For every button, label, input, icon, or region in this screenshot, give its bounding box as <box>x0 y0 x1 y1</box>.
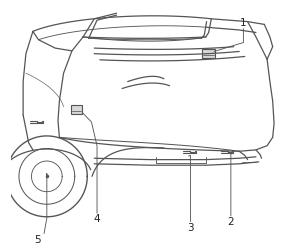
Text: 2: 2 <box>227 217 234 227</box>
Bar <box>70 105 82 114</box>
Text: 4: 4 <box>94 214 100 224</box>
Text: 1: 1 <box>240 18 247 28</box>
Bar <box>202 49 215 58</box>
Text: 3: 3 <box>187 223 194 233</box>
Text: 5: 5 <box>34 235 40 245</box>
